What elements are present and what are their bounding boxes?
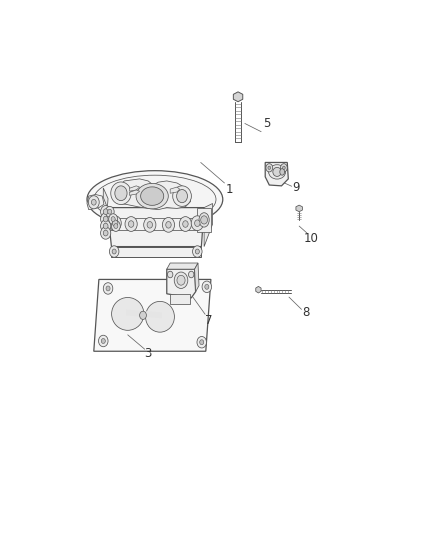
Circle shape <box>101 206 111 218</box>
Circle shape <box>101 227 111 239</box>
Circle shape <box>88 196 99 209</box>
Ellipse shape <box>273 167 281 176</box>
Circle shape <box>125 216 137 231</box>
Circle shape <box>194 220 200 227</box>
Circle shape <box>201 216 208 224</box>
Polygon shape <box>170 294 190 304</box>
Circle shape <box>103 230 108 236</box>
Polygon shape <box>194 263 199 292</box>
Circle shape <box>113 220 118 227</box>
Circle shape <box>188 271 194 278</box>
Circle shape <box>166 222 171 228</box>
Circle shape <box>283 166 285 169</box>
Circle shape <box>108 209 112 214</box>
Bar <box>197 208 211 232</box>
Text: 10: 10 <box>304 232 318 245</box>
Polygon shape <box>256 286 261 293</box>
Circle shape <box>183 221 188 227</box>
Circle shape <box>103 282 113 294</box>
Ellipse shape <box>145 301 174 332</box>
Ellipse shape <box>112 297 144 330</box>
Polygon shape <box>111 247 201 257</box>
Polygon shape <box>265 163 288 186</box>
Circle shape <box>200 340 204 345</box>
Circle shape <box>144 217 156 232</box>
Ellipse shape <box>87 171 223 228</box>
Polygon shape <box>114 179 191 209</box>
Text: 9: 9 <box>292 181 300 193</box>
Ellipse shape <box>280 168 285 175</box>
Text: 3: 3 <box>145 347 152 360</box>
Polygon shape <box>107 207 204 247</box>
Polygon shape <box>204 204 212 247</box>
Text: 1: 1 <box>226 183 233 196</box>
Circle shape <box>162 217 175 232</box>
Polygon shape <box>87 195 104 209</box>
Polygon shape <box>130 190 140 195</box>
Circle shape <box>112 249 116 254</box>
Text: 7: 7 <box>205 314 213 327</box>
Circle shape <box>191 216 203 231</box>
Circle shape <box>101 220 111 232</box>
Circle shape <box>167 271 173 278</box>
Circle shape <box>106 286 110 291</box>
Circle shape <box>266 164 273 172</box>
Ellipse shape <box>136 183 168 209</box>
Ellipse shape <box>111 182 131 205</box>
Circle shape <box>177 190 187 203</box>
Circle shape <box>103 223 108 229</box>
Ellipse shape <box>94 175 216 224</box>
Ellipse shape <box>174 272 188 288</box>
Circle shape <box>103 216 108 222</box>
Text: 5: 5 <box>263 117 271 130</box>
Text: 8: 8 <box>302 306 310 319</box>
Polygon shape <box>130 186 140 191</box>
Ellipse shape <box>141 187 164 205</box>
Circle shape <box>105 206 114 217</box>
Circle shape <box>195 249 199 254</box>
Circle shape <box>205 284 209 289</box>
Circle shape <box>99 335 108 347</box>
Circle shape <box>147 222 152 228</box>
Circle shape <box>202 281 212 293</box>
Circle shape <box>101 338 105 343</box>
Circle shape <box>109 214 117 224</box>
Circle shape <box>197 336 206 348</box>
Polygon shape <box>233 92 243 102</box>
Polygon shape <box>126 310 162 318</box>
Circle shape <box>114 224 118 229</box>
Ellipse shape <box>199 213 209 227</box>
Circle shape <box>101 213 111 225</box>
Circle shape <box>179 216 191 231</box>
Circle shape <box>115 186 127 200</box>
Polygon shape <box>296 205 302 212</box>
Circle shape <box>92 199 96 205</box>
Ellipse shape <box>177 276 185 285</box>
Circle shape <box>111 221 120 231</box>
Polygon shape <box>170 187 180 193</box>
Circle shape <box>111 216 115 222</box>
Circle shape <box>128 221 134 227</box>
Circle shape <box>109 216 121 231</box>
Polygon shape <box>103 188 108 207</box>
Circle shape <box>193 246 202 257</box>
Circle shape <box>268 166 271 169</box>
Polygon shape <box>167 269 196 298</box>
Circle shape <box>103 209 108 215</box>
Circle shape <box>140 311 146 319</box>
Ellipse shape <box>173 186 191 206</box>
Circle shape <box>280 164 287 172</box>
Polygon shape <box>94 279 211 351</box>
Circle shape <box>110 246 119 257</box>
Ellipse shape <box>268 165 286 179</box>
Polygon shape <box>167 263 198 269</box>
